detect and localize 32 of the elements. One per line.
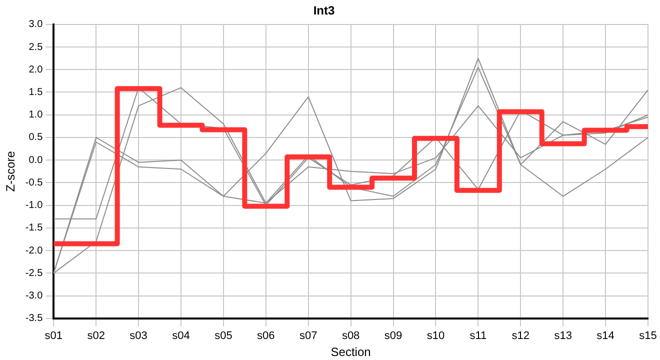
x-tick-label: s10: [426, 330, 445, 342]
y-tick-label: -1.0: [25, 200, 44, 212]
x-tick-label: s03: [130, 330, 148, 342]
x-tick-label: s09: [384, 330, 402, 342]
y-tick-label: 2.5: [28, 42, 44, 53]
x-tick-label: s06: [257, 330, 275, 342]
y-tick-label: 2.0: [28, 64, 44, 76]
y-tick-label: 0.0: [28, 154, 44, 166]
chart-title: Int3: [313, 4, 335, 18]
x-tick-label: s05: [214, 330, 232, 342]
y-tick-label: -2.5: [25, 268, 44, 279]
x-tick-label: s12: [512, 330, 530, 342]
y-tick-label: -3.0: [25, 290, 44, 302]
y-tick-label: -2.0: [25, 245, 44, 256]
x-tick-label: s11: [470, 330, 487, 342]
x-tick-label: s07: [299, 330, 318, 342]
x-tick-label: s13: [554, 330, 572, 342]
x-tick-label: s01: [44, 330, 63, 342]
x-tick-label: s04: [172, 330, 190, 342]
x-tick-label: s14: [596, 330, 614, 342]
y-tick-label: -0.5: [25, 177, 44, 188]
x-tick-label: s08: [342, 330, 360, 342]
y-axis-title: Z-score: [4, 150, 18, 192]
y-tick-label: 1.5: [28, 86, 44, 98]
x-tick-label: s15: [639, 330, 657, 342]
x-tick-label: s02: [87, 330, 105, 342]
y-tick-label: -3.5: [25, 313, 44, 324]
y-tick-label: 3.0: [28, 19, 44, 30]
y-tick-label: -1.5: [25, 222, 44, 234]
y-tick-label: 1.0: [28, 110, 44, 121]
x-axis-title: Section: [330, 345, 371, 360]
y-tick-label: 0.5: [28, 132, 44, 144]
